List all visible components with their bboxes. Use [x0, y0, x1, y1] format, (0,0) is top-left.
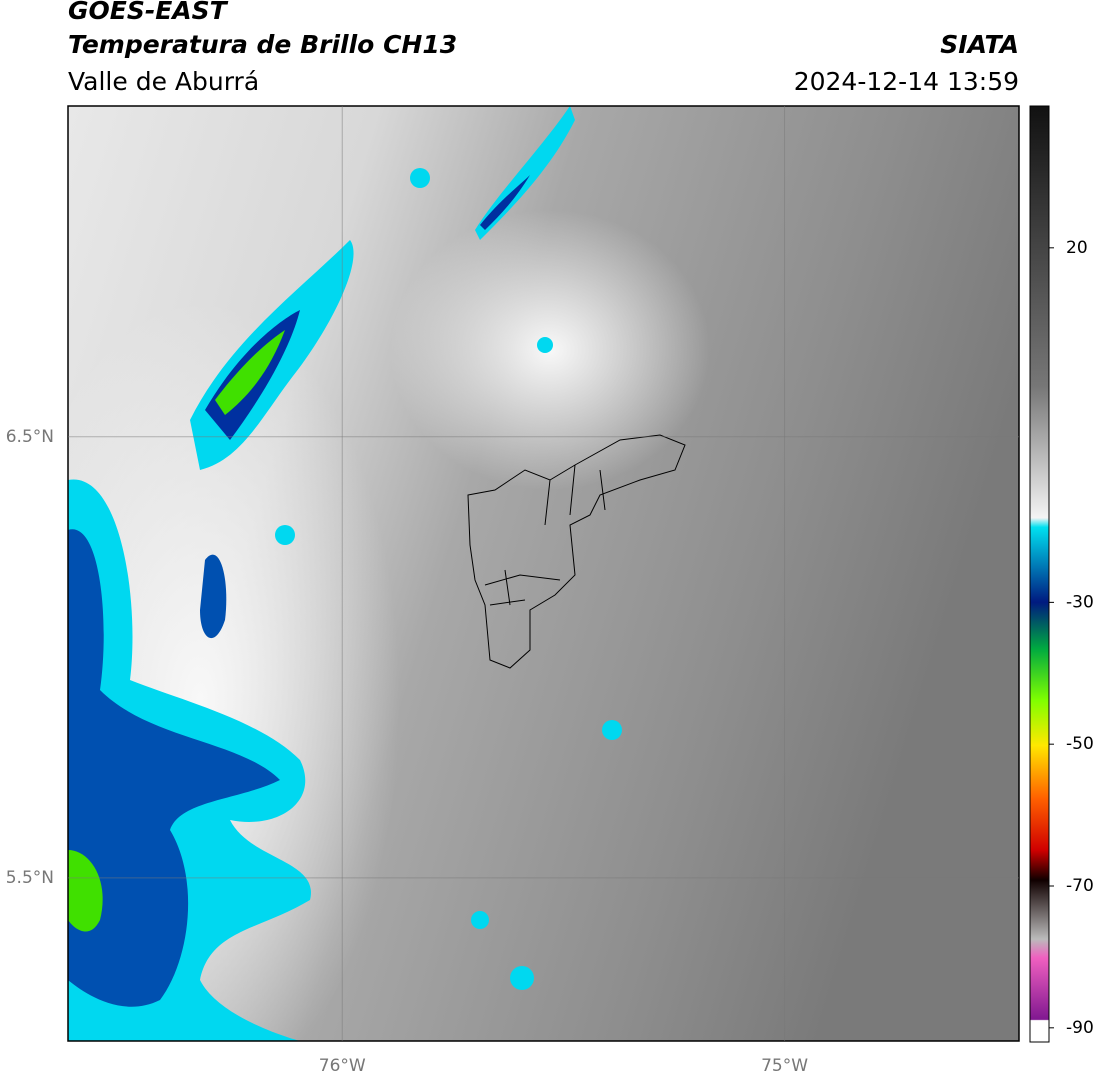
title: GOES-EAST — [68, 0, 229, 25]
map-frame — [67, 105, 1020, 1042]
colorbar-tick-label: -70 — [1066, 876, 1094, 896]
y-tick-label: 6.5°N — [6, 427, 54, 447]
cold-clouds — [68, 106, 622, 1041]
colorbar-tick-label: -90 — [1066, 1018, 1094, 1038]
x-tick-label: 75°W — [761, 1056, 808, 1076]
valle-aburra-outline — [467, 434, 686, 669]
y-tick-label: 5.5°N — [6, 868, 54, 888]
x-tick-label: 76°W — [319, 1056, 366, 1076]
map — [68, 106, 1019, 1041]
colorbar-tick-label: -50 — [1066, 734, 1094, 754]
region: Valle de Aburrá — [68, 67, 259, 96]
datetime: 2024-12-14 13:59 — [794, 67, 1019, 96]
colorbar — [1029, 105, 1050, 1043]
subtitle: Temperatura de Brillo CH13 — [68, 30, 457, 59]
colorbar-tick-label: -30 — [1066, 592, 1094, 612]
colorbar-tick-label: 20 — [1066, 238, 1088, 258]
source: SIATA — [940, 30, 1019, 59]
